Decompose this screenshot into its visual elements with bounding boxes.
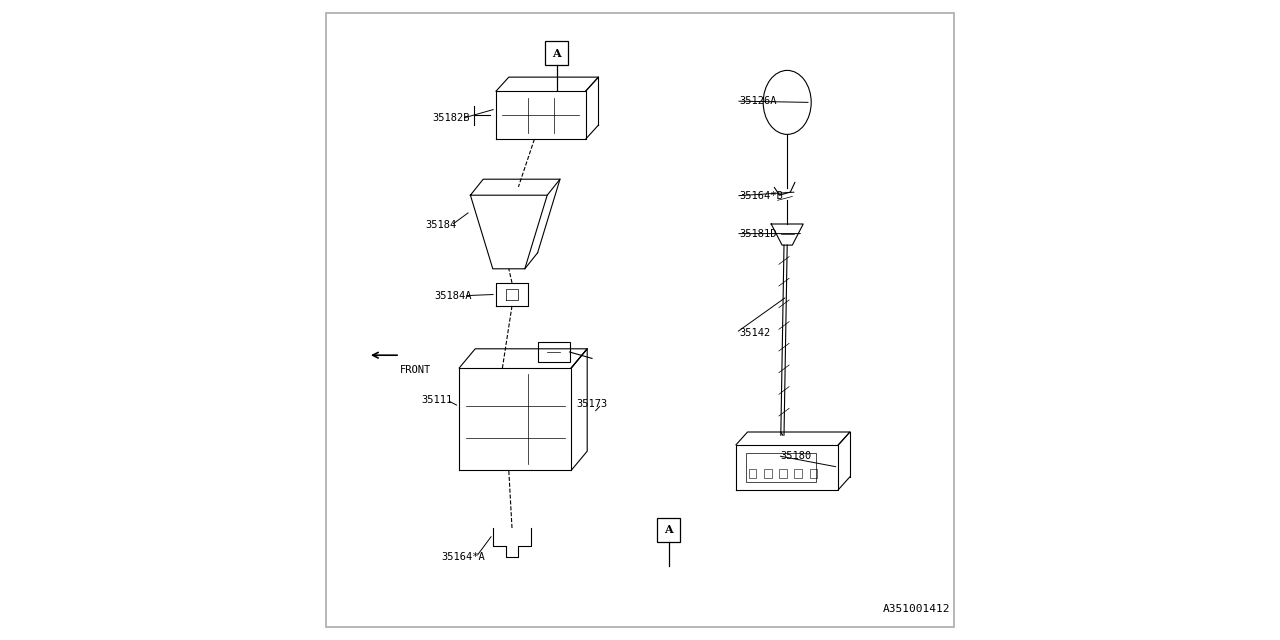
Ellipse shape xyxy=(763,70,812,134)
FancyBboxPatch shape xyxy=(545,41,568,65)
Text: 35173: 35173 xyxy=(576,399,607,410)
Text: 35182B: 35182B xyxy=(433,113,470,124)
Bar xyxy=(810,468,818,479)
Text: 35164*A: 35164*A xyxy=(442,552,485,562)
Text: 35164*B: 35164*B xyxy=(740,191,783,201)
Text: 35180: 35180 xyxy=(781,451,812,461)
Text: 35126A: 35126A xyxy=(740,96,777,106)
Bar xyxy=(764,468,772,479)
Bar xyxy=(795,468,803,479)
Text: A: A xyxy=(664,524,673,536)
Text: 35184: 35184 xyxy=(425,220,457,230)
Bar xyxy=(538,342,570,362)
Text: 35142: 35142 xyxy=(740,328,771,338)
Bar xyxy=(780,468,787,479)
Text: FRONT: FRONT xyxy=(399,365,431,375)
Text: A351001412: A351001412 xyxy=(883,604,950,614)
Bar xyxy=(745,453,817,482)
Text: 35181D: 35181D xyxy=(740,228,777,239)
Text: 35111: 35111 xyxy=(421,395,452,405)
Text: 35184A: 35184A xyxy=(434,291,471,301)
Bar xyxy=(749,468,756,479)
Text: A: A xyxy=(553,47,561,59)
FancyBboxPatch shape xyxy=(658,518,681,542)
